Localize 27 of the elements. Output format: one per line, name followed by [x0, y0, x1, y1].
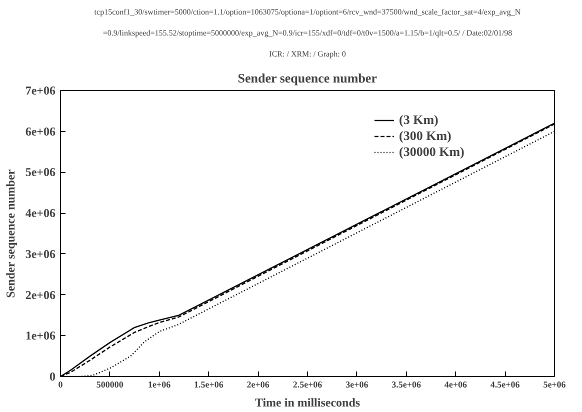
x-axis-title: Time in milliseconds — [254, 396, 360, 410]
y-axis-title: Sender sequence number — [3, 168, 18, 298]
y-tick-label: 7e+06 — [25, 84, 56, 98]
x-tick-label: 3e+06 — [346, 380, 369, 390]
x-tick-label: 2.5e+06 — [292, 380, 323, 390]
chart-title: Sender sequence number — [238, 70, 378, 86]
y-tick-label: 6e+06 — [25, 124, 56, 138]
x-tick-label: 0 — [58, 380, 64, 390]
y-tick-label: 4e+06 — [25, 206, 56, 220]
legend-label: (30000 Km) — [399, 144, 464, 160]
legend-label: (3 Km) — [399, 112, 438, 128]
x-tick-label: 1e+06 — [148, 380, 172, 390]
y-tick-label: 1e+06 — [25, 328, 56, 343]
x-tick-label: 3.5e+06 — [392, 380, 422, 390]
x-tick-label: 5e+06 — [543, 380, 566, 390]
x-tick-label: 2e+06 — [246, 380, 270, 390]
text: tcp15conf1_30/swtimer=5000/ction=1.1/option=1063075/optiona=1/optiont=6/rcv_wnd=37500/wnd_scale_factor_sat=4/exp_avg_N — [94, 8, 521, 16]
x-tick-label: 4.5e+06 — [490, 380, 520, 390]
legend-label: (300 Km) — [399, 128, 452, 144]
text: ICR: / XRM: / Graph: 0 — [269, 50, 346, 58]
y-tick-label: 5e+06 — [25, 165, 56, 180]
x-tick-label: 500000 — [96, 380, 124, 390]
x-tick-label: 4e+06 — [444, 380, 468, 390]
y-tick-label: 3e+06 — [25, 246, 56, 261]
text: =0.9/linkspeed=155.52/stoptime=5000000/exp_avg_N=0.9/icr=155/xdf=0/tdf=0/t0v=1500/a=1.15/b=1/qlt=0.5/ / Date:02/01/98 — [102, 28, 512, 38]
y-tick-label: 2e+06 — [25, 288, 56, 302]
x-tick-label: 1.5e+06 — [194, 380, 224, 390]
